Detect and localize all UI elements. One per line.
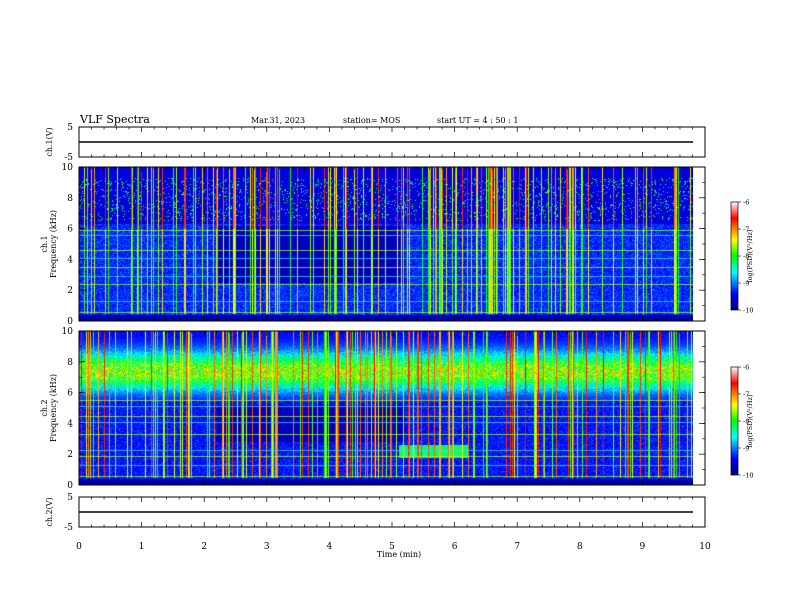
x-tick-label: 5: [389, 542, 395, 552]
y-tick-label: 4: [67, 255, 73, 265]
colorbar-tick-label: -10: [743, 307, 753, 315]
colorbar-tick-label: -7: [743, 391, 749, 399]
ch1-spectrogram-ylabel-bottom: Frequency (kHz): [49, 210, 58, 278]
colorbar-tick-label: -9: [743, 280, 749, 288]
x-tick-label: 1: [139, 542, 145, 552]
x-tick-label: 0: [76, 542, 82, 552]
colorbar-tick-label: -7: [743, 226, 749, 234]
colorbar-tick-label: -6: [743, 364, 749, 372]
ch1-spectrogram-image: [79, 167, 693, 321]
chart-title: VLF Spectra: [79, 113, 150, 126]
start-time-label: start UT = 4 : 50 : 1: [437, 116, 518, 125]
ch1-waveform-ylabel: ch.1(V): [45, 127, 54, 156]
x-tick-label: 2: [201, 542, 207, 552]
colorbar-tick-label: -8: [743, 253, 749, 261]
y-tick-label: -5: [64, 523, 73, 533]
ch1-spectrogram-panel: [78, 166, 706, 322]
colorbar-tick-label: -10: [743, 472, 753, 480]
y-tick-label: 0: [67, 481, 73, 491]
x-tick-label: 3: [264, 542, 270, 552]
y-tick-label: 10: [62, 163, 74, 173]
x-tick-label: 6: [452, 542, 458, 552]
y-tick-label: 4: [67, 419, 73, 429]
x-tick-label: 4: [327, 542, 333, 552]
ch2-waveform-ylabel: ch.2(V): [45, 497, 54, 526]
y-tick-label: 10: [62, 327, 74, 337]
ch1-colorbar-gradient: [731, 202, 738, 310]
y-tick-label: 8: [67, 194, 73, 204]
x-tick-label: 7: [514, 542, 520, 552]
y-tick-label: 6: [67, 225, 73, 235]
ch2-spectrogram-ylabel-top: ch.2: [40, 399, 49, 416]
colorbar-tick-label: -8: [743, 418, 749, 426]
y-tick-label: 6: [67, 389, 73, 399]
x-tick-label: 9: [640, 542, 646, 552]
y-tick-label: -5: [64, 153, 73, 163]
y-tick-label: 2: [67, 286, 73, 296]
ch2-spectrogram-image: [79, 331, 693, 485]
x-tick-label: 8: [577, 542, 583, 552]
colorbar-tick-label: -6: [743, 199, 749, 207]
x-axis-label: Time (min): [377, 550, 421, 559]
y-tick-label: 5: [67, 123, 73, 133]
y-tick-label: 0: [67, 317, 73, 327]
y-tick-label: 2: [67, 450, 73, 460]
colorbar-tick-label: -9: [743, 445, 749, 453]
date-label: Mar.31, 2023: [251, 116, 305, 125]
station-label: station= MOS: [343, 116, 400, 125]
ch2-colorbar-gradient: [731, 367, 738, 475]
ch2-spectrogram-panel: [78, 330, 706, 486]
chart-marks: 0 1 2 3 4 5 6 7 8 9 105-5024681002468105-5-6-7-8-9…: [62, 123, 754, 552]
x-tick-label: 10: [699, 542, 711, 552]
ch2-spectrogram-ylabel-bottom: Frequency (kHz): [49, 374, 58, 442]
ch2-colorbar-label: log(PSD)(V²/Hz): [746, 394, 754, 447]
ch1-colorbar-label: log(PSD)(V²/Hz): [746, 229, 754, 282]
y-tick-label: 5: [67, 493, 73, 503]
ch1-spectrogram-ylabel-top: ch.1: [40, 235, 49, 252]
y-tick-label: 8: [67, 358, 73, 368]
